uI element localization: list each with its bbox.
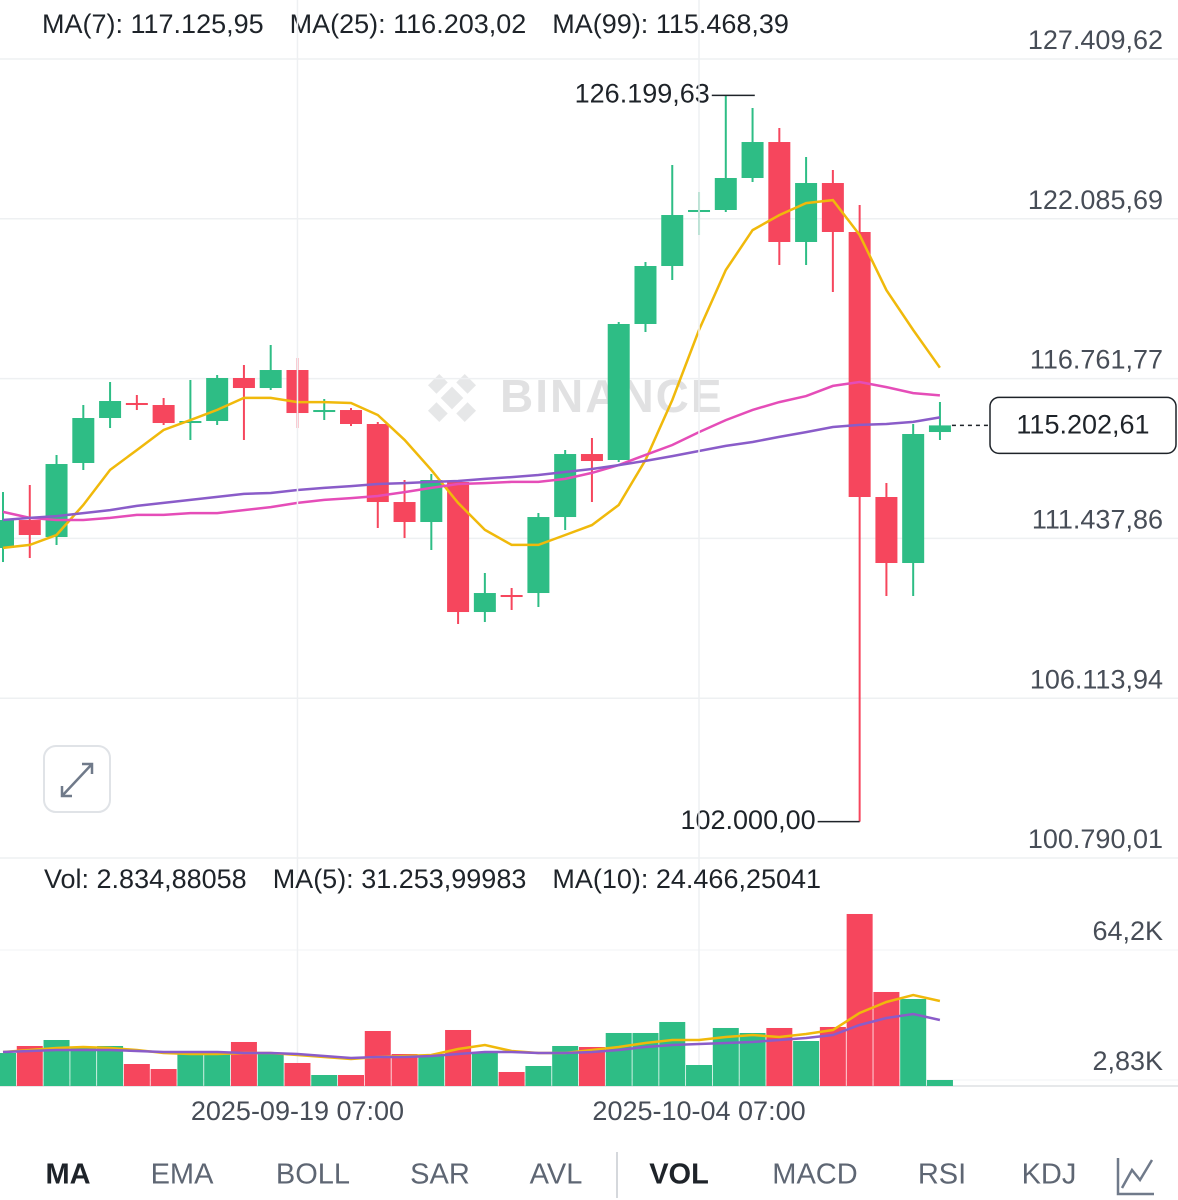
sub-indicator-tab[interactable]: MACD [772,1159,857,1191]
indicator-tab[interactable]: BOLL [276,1159,350,1191]
sub-indicator-tab[interactable]: RSI [918,1159,966,1191]
volume-bar [230,1041,257,1086]
candle-body [393,502,416,523]
sub-indicator-tab[interactable]: VOL [649,1159,709,1191]
volume-bar [204,1051,231,1086]
candle-body [179,421,202,424]
candle-body [259,370,282,389]
indicator-tab[interactable]: EMA [151,1159,215,1191]
legend-entry: MA(10): 24.466,25041 [552,864,821,894]
y-tick-label: 106.113,94 [1030,664,1163,694]
volume-bar [150,1069,177,1086]
candles [0,95,951,822]
candle-body [902,434,925,564]
x-tick-label: 2025-10-04 07:00 [592,1096,805,1126]
candle-body [714,177,737,210]
candle-body [580,454,603,462]
candle-body [206,377,229,422]
candle-body [607,323,630,460]
y-tick-label: 127.409,62 [1028,25,1163,55]
volume-bar [70,1046,97,1086]
y-tick-label: 122.085,69 [1028,185,1163,215]
candle-body [875,497,898,564]
candle-body [928,425,951,433]
ma-line [2,198,941,550]
ma-line [2,416,941,522]
candle-body [634,266,657,324]
candle-body [500,595,523,598]
volume-bar [471,1051,498,1086]
candle-body [340,410,363,425]
candle-body [821,183,844,232]
y-tick-label: 116.761,77 [1030,345,1163,375]
volume-bar [873,991,900,1086]
chart-settings-icon[interactable] [1116,1158,1154,1196]
volume-bar [926,1079,953,1086]
volume-bar [177,1051,204,1086]
candle-body [527,517,550,594]
candle-body [768,142,791,242]
volume-bar [418,1055,445,1086]
volume-bar [793,1040,820,1086]
candle-body [848,231,871,498]
candle-body [554,454,577,518]
volume-bar [846,913,873,1086]
legend-entry: MA(5): 31.253,99983 [273,864,527,894]
volume-bar [284,1062,311,1086]
volume-bar [659,1021,686,1086]
volume-bar [97,1045,124,1086]
candle-body [72,418,95,463]
y-tick-label: 64,2K [1092,916,1163,946]
volume-bar [525,1065,552,1086]
volume-bar [686,1065,713,1086]
candle-body [420,480,443,523]
volume-bar [391,1054,418,1086]
candle-body [741,142,764,178]
candle-body [366,424,389,503]
y-tick-label: 100.790,01 [1028,824,1163,854]
indicator-tab[interactable]: SAR [410,1159,470,1191]
legend-entry: MA(7): 117.125,95 [42,9,264,39]
y-tick-label: 2,83K [1092,1046,1163,1076]
candle-body [313,410,336,413]
legend-entry: MA(99): 115.468,39 [552,9,789,39]
volume-bar [498,1071,525,1086]
volume-bar [311,1075,338,1086]
last-price-label: 115.202,61 [1016,410,1149,440]
indicator-tab[interactable]: MA [45,1159,90,1191]
volume-bar [338,1075,365,1086]
y-tick-label: 111.437,86 [1032,505,1163,535]
last-price-box [989,396,1177,455]
candle-body [152,405,175,424]
indicator-tab[interactable]: AVL [530,1159,583,1191]
volume-bar [16,1045,43,1086]
candle-body [447,481,470,613]
legend-entry: MA(25): 116.203,02 [290,9,527,39]
max-label: 126.199,63 [575,78,710,108]
x-tick-label: 2025-09-19 07:00 [191,1096,404,1126]
candle-body [125,402,148,406]
volume-bar [900,998,927,1086]
volume-bar [0,1052,16,1086]
candle-body [18,520,41,536]
volume-bar [445,1029,472,1086]
candle-body [0,520,14,549]
legend-entry: Vol: 2.834,88058 [44,864,247,894]
volume-bar [257,1054,284,1086]
ma-line [2,380,941,522]
candle-body [99,401,122,419]
candle-body [661,215,684,267]
expand-button[interactable] [43,745,111,813]
volume-bar [605,1032,632,1086]
candle-body [232,377,255,389]
volume-bar [123,1064,150,1086]
volume-ma-line [2,1012,941,1060]
candle-body [795,183,818,242]
candle-body [473,593,496,613]
min-label: 102.000,00 [680,805,815,835]
watermark-logo [427,373,477,423]
sub-indicator-tab[interactable]: KDJ [1022,1159,1077,1191]
